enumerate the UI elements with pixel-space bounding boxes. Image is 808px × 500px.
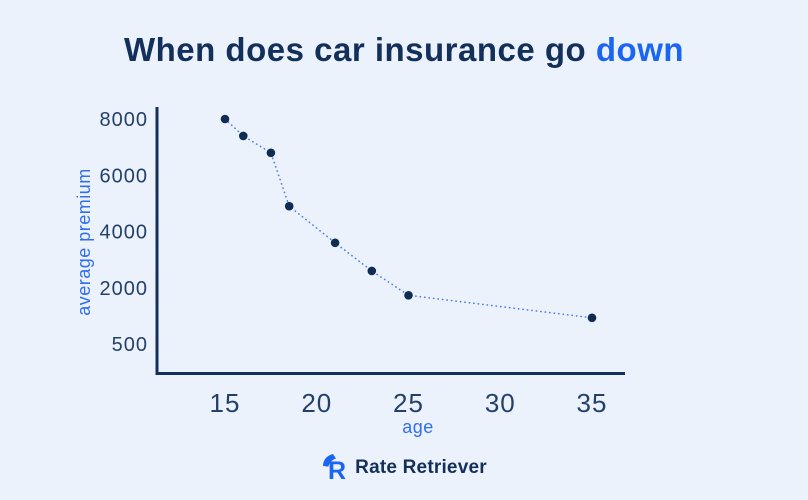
x-tick-label: 15 — [210, 388, 241, 418]
brand-name: Rate Retriever — [355, 456, 487, 478]
y-axis-title: average premium — [74, 168, 94, 316]
page-title: When does car insurance go down — [0, 30, 808, 70]
logo-letter: R — [328, 457, 346, 483]
data-point — [284, 201, 294, 211]
data-point — [367, 266, 377, 276]
trend-dotted-line — [224, 118, 593, 319]
rate-retriever-logo-icon: R — [323, 454, 346, 483]
brand-logo: R Rate Retriever — [0, 452, 808, 483]
data-point — [266, 148, 276, 158]
x-tick-label: 20 — [301, 388, 332, 418]
x-tick-label: 35 — [577, 388, 608, 418]
data-point — [404, 291, 413, 300]
y-tick-label: 8000 — [100, 109, 149, 131]
data-point — [239, 131, 248, 141]
y-tick-label: 6000 — [100, 165, 149, 187]
y-tick-label: 500 — [112, 334, 148, 356]
logo-swoosh — [323, 454, 337, 467]
x-tick-label: 25 — [393, 388, 424, 418]
title-accent: down — [595, 31, 685, 68]
y-tick-label: 4000 — [100, 222, 149, 244]
title-main: When does car insurance go — [123, 31, 587, 68]
y-tick-label: 2000 — [100, 278, 149, 300]
data-point — [220, 114, 230, 124]
data-point — [587, 313, 597, 323]
x-axis-title: age — [402, 417, 434, 437]
x-tick-label: 30 — [485, 388, 516, 418]
data-point — [330, 238, 340, 248]
